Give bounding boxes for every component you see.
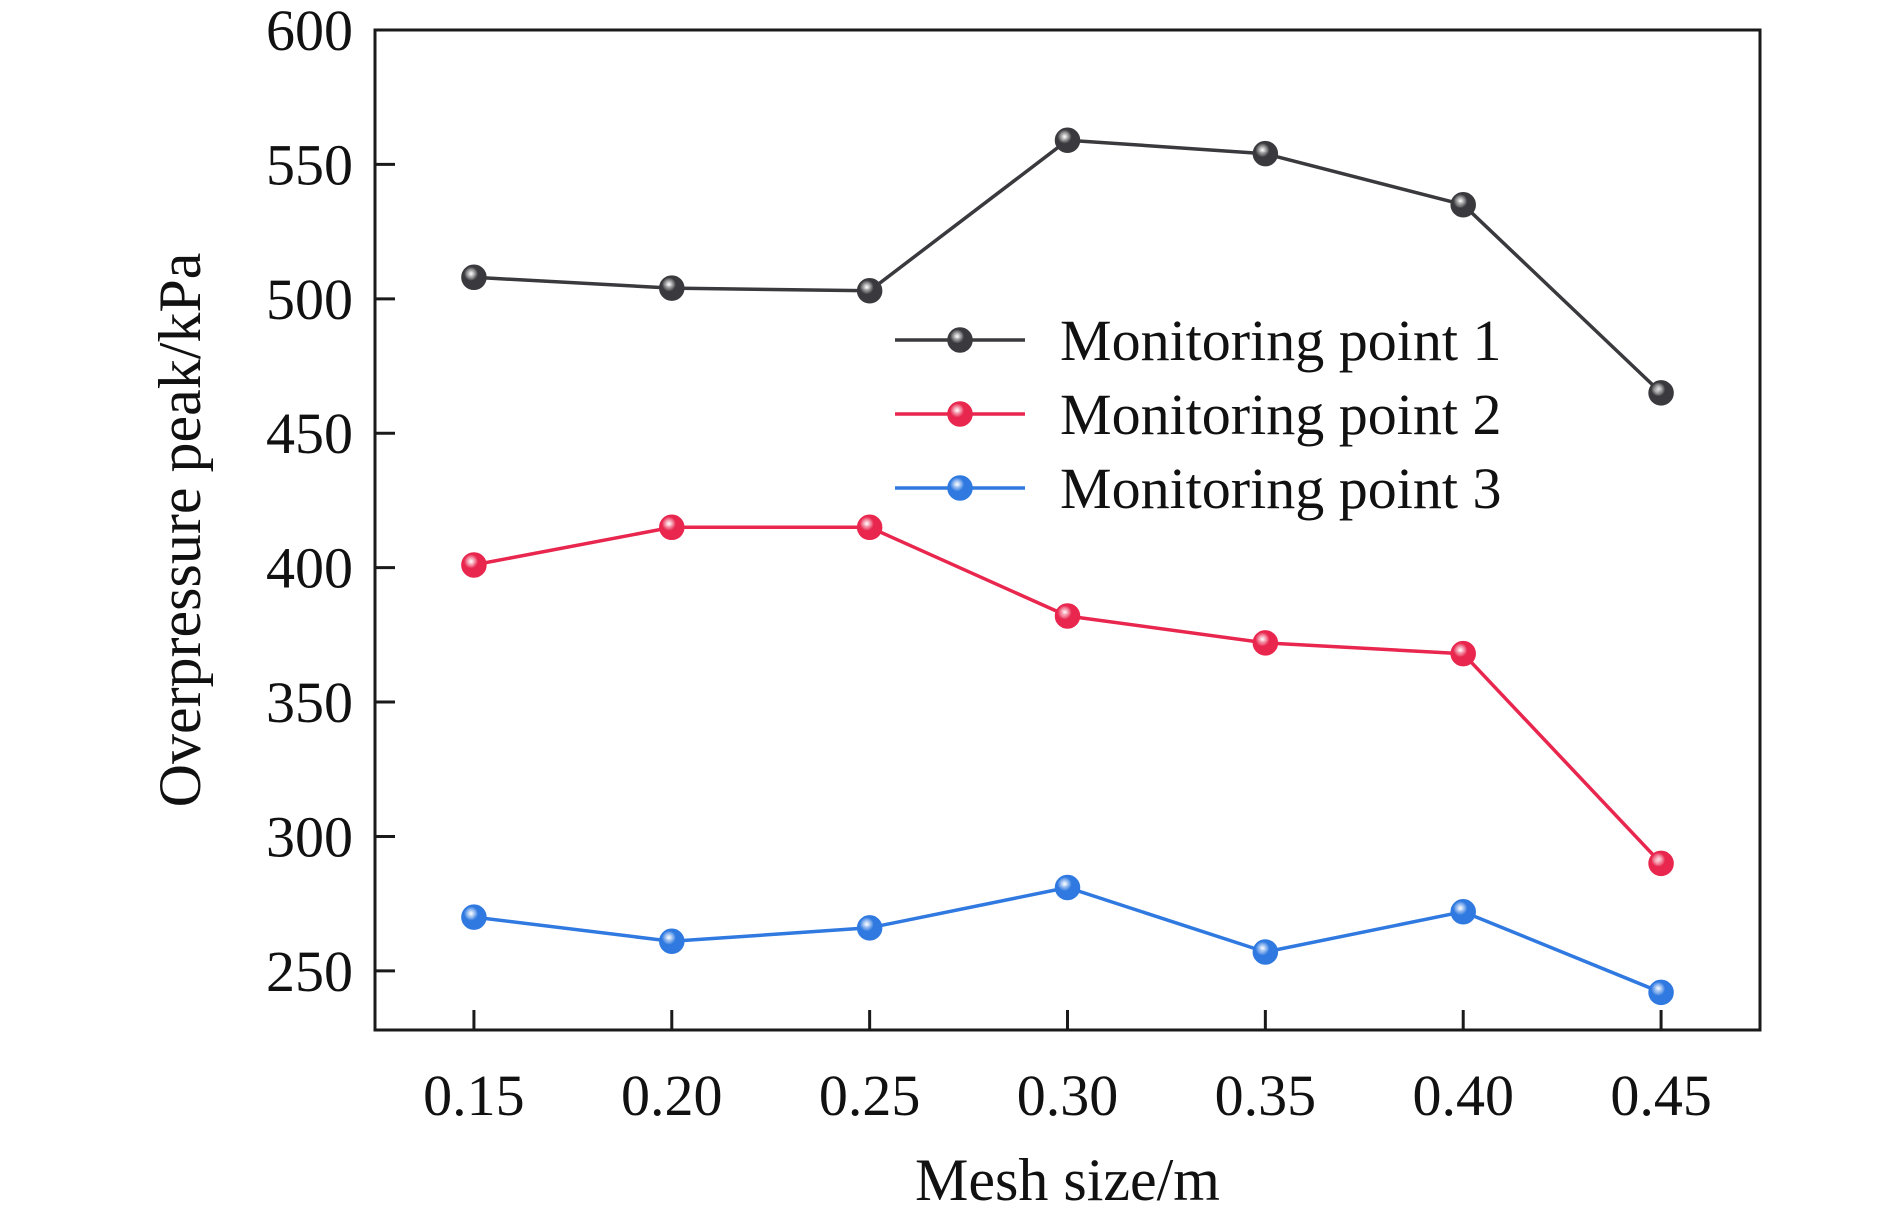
data-point xyxy=(1252,140,1279,167)
data-point xyxy=(461,904,487,930)
y-tick-label: 350 xyxy=(266,670,353,735)
legend-label: Monitoring point 1 xyxy=(1060,308,1501,373)
data-point xyxy=(1054,603,1081,629)
x-tick-label: 0.30 xyxy=(1017,1063,1119,1128)
series-layer xyxy=(461,127,1674,1006)
legend-label: Monitoring point 2 xyxy=(1060,382,1501,447)
x-tick-label: 0.15 xyxy=(423,1063,525,1128)
legend-item: Monitoring point 2 xyxy=(895,382,1501,447)
data-point xyxy=(1648,850,1674,877)
x-tick-label: 0.20 xyxy=(621,1063,723,1128)
legend-swatch-marker xyxy=(947,475,973,501)
legend-swatch-marker xyxy=(947,327,973,353)
data-point xyxy=(1252,630,1279,656)
data-point xyxy=(1054,127,1081,153)
data-point xyxy=(1648,979,1674,1006)
data-point xyxy=(659,514,685,541)
x-tick-label: 0.40 xyxy=(1412,1063,1514,1128)
data-point xyxy=(856,915,883,941)
y-tick-label: 550 xyxy=(266,132,353,197)
y-tick-label: 300 xyxy=(266,804,353,869)
x-axis: 0.15 0.20 0.25 0.30 0.35 0.40 0.45 xyxy=(423,1010,1712,1128)
y-axis-title: Overpressure peak/kPa xyxy=(147,253,213,808)
data-point xyxy=(856,278,883,304)
series-1 xyxy=(461,127,1674,406)
legend-label: Monitoring point 3 xyxy=(1060,456,1501,521)
data-point xyxy=(659,275,685,301)
x-axis-title: Mesh size/m xyxy=(915,1147,1220,1213)
y-tick-label: 500 xyxy=(266,267,353,332)
data-point xyxy=(1648,380,1674,406)
data-point xyxy=(1450,898,1476,925)
data-point xyxy=(461,552,487,578)
data-point xyxy=(856,514,883,541)
x-tick-label: 0.25 xyxy=(819,1063,921,1128)
legend-swatch-marker xyxy=(947,401,973,427)
series-3 xyxy=(461,874,1674,1006)
data-point xyxy=(659,928,685,955)
series-line xyxy=(473,525,1663,865)
series-2 xyxy=(461,514,1674,877)
x-tick-label: 0.35 xyxy=(1215,1063,1317,1128)
y-axis: 250 300 350 400 450 500 550 600 xyxy=(266,0,395,1004)
data-point xyxy=(1450,191,1476,218)
x-tick-label: 0.45 xyxy=(1610,1063,1712,1128)
data-point xyxy=(1252,939,1279,965)
legend: Monitoring point 1 Monitoring point 2 Moni… xyxy=(895,308,1501,521)
legend-item: Monitoring point 1 xyxy=(895,308,1501,373)
series-line xyxy=(473,885,1662,995)
y-tick-label: 400 xyxy=(266,536,353,601)
data-point xyxy=(461,264,487,291)
y-tick-label: 250 xyxy=(266,939,353,1004)
legend-item: Monitoring point 3 xyxy=(895,456,1501,521)
y-tick-label: 450 xyxy=(266,401,353,466)
data-point xyxy=(1054,874,1081,901)
y-tick-label: 600 xyxy=(266,0,353,63)
data-point xyxy=(1450,640,1476,667)
